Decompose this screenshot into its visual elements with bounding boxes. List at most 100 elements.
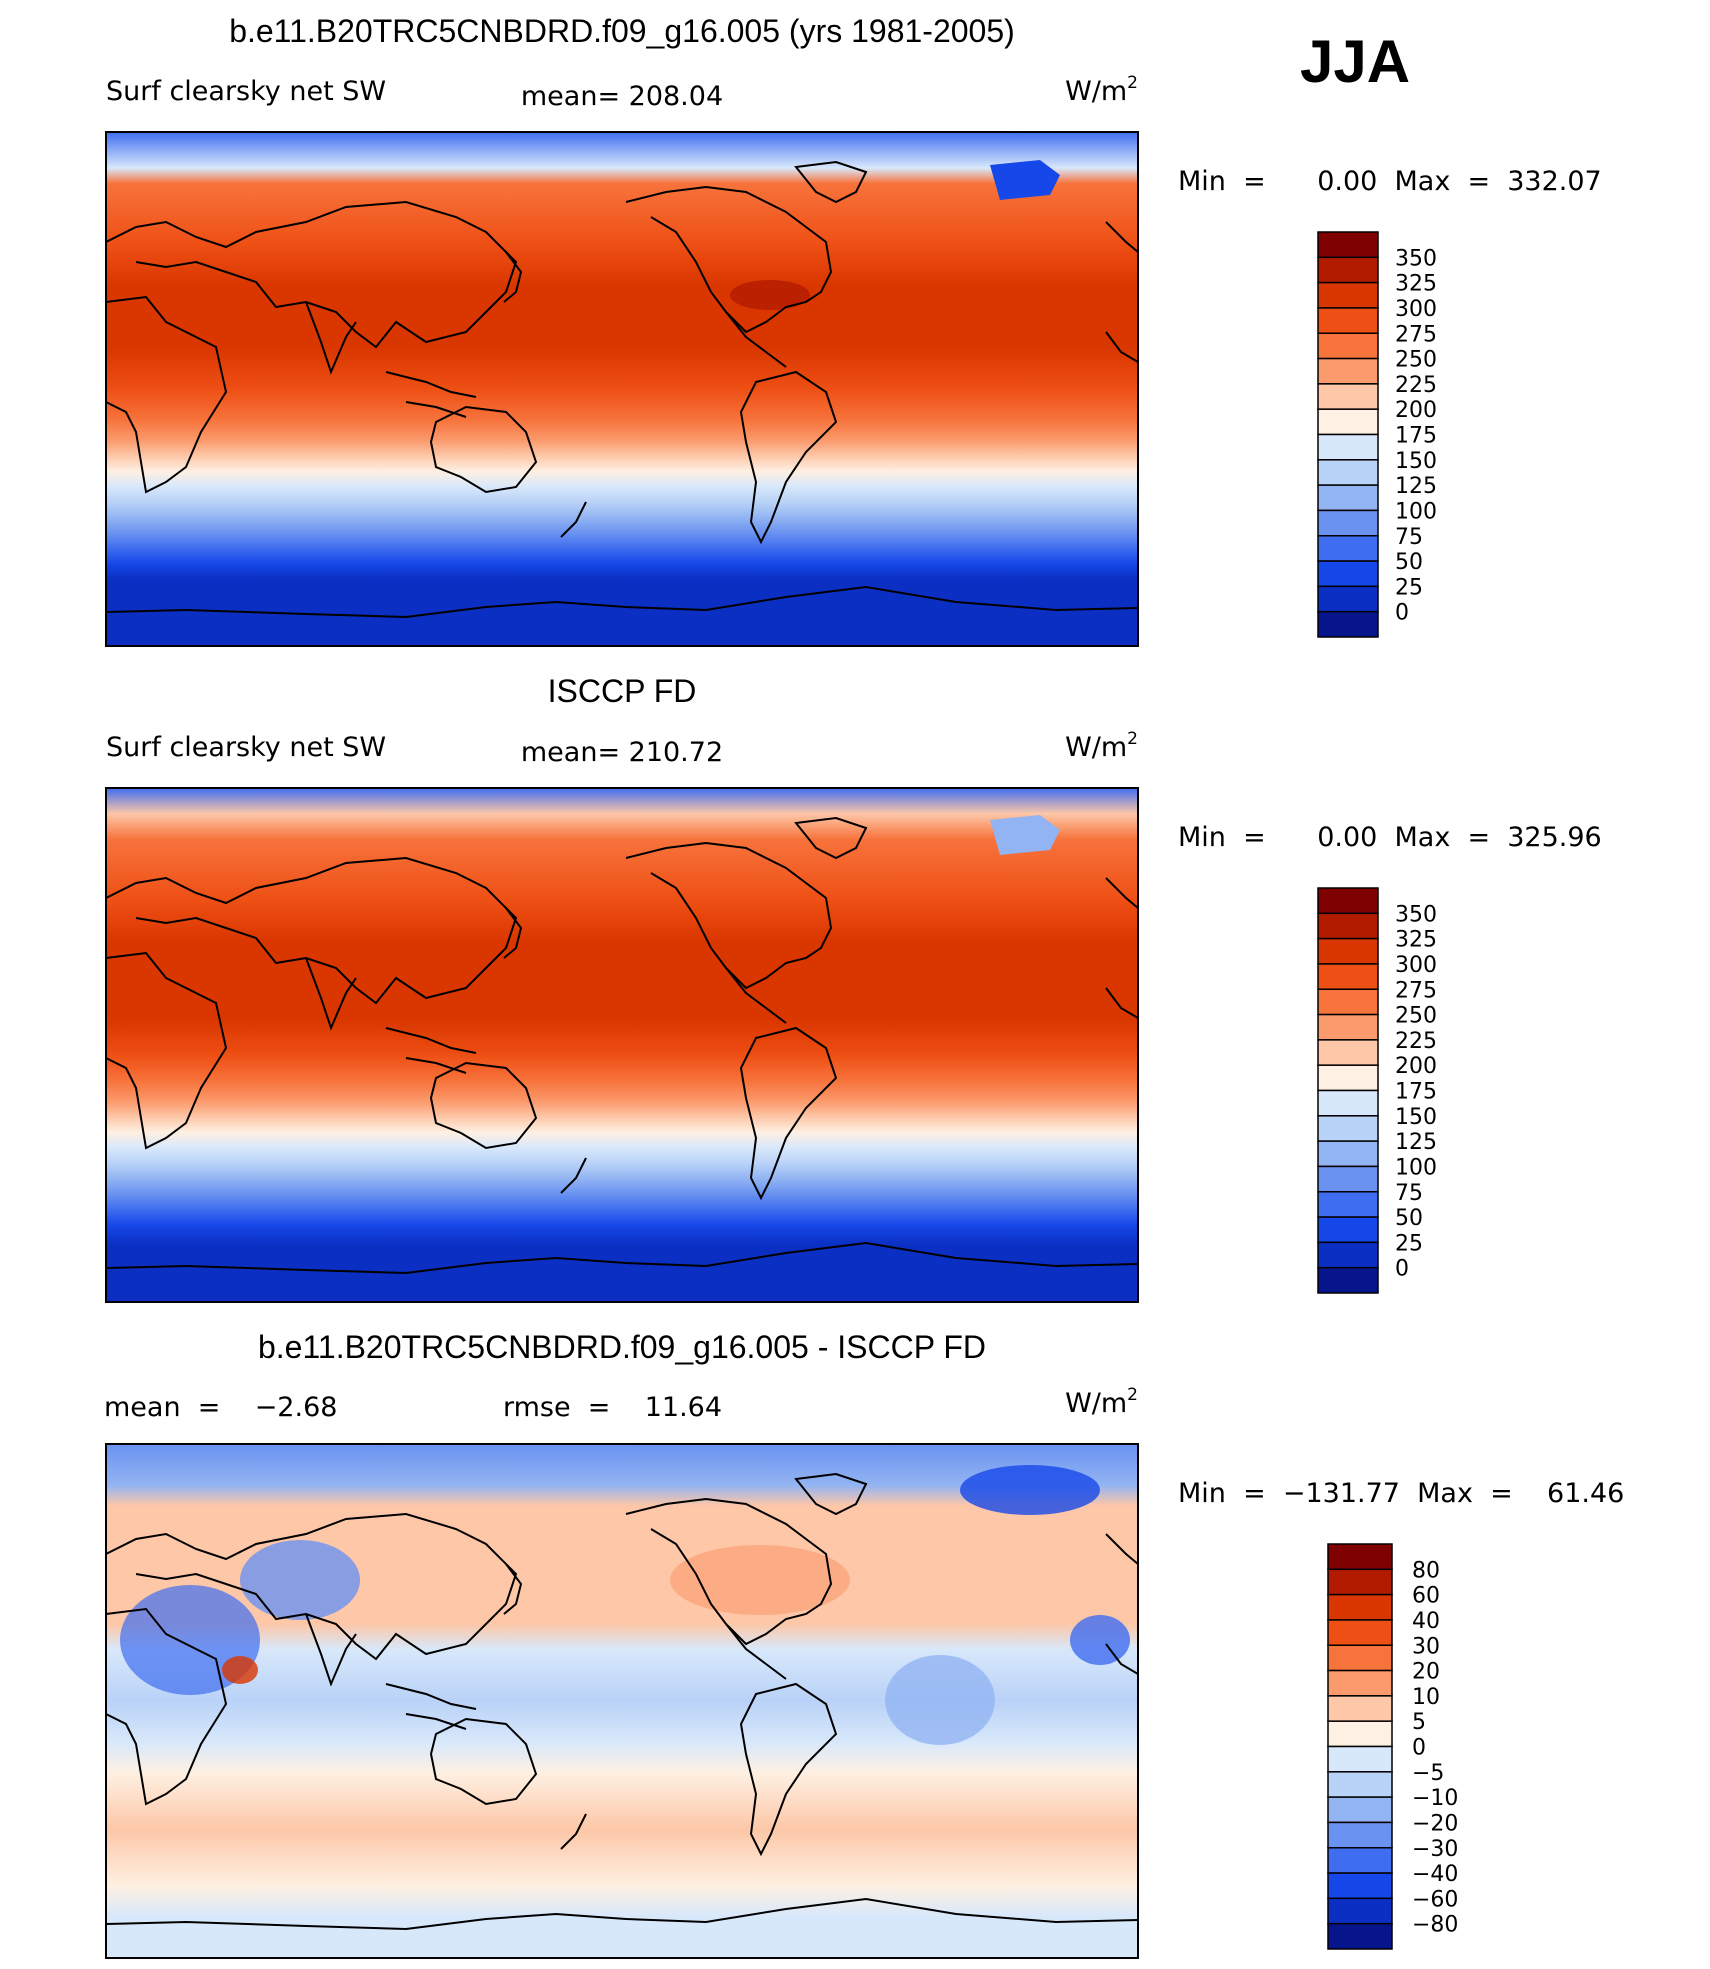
colorbar-tick-label: −30 (1412, 1837, 1458, 1862)
panel-1-minmax: Min = 0.00 Max = 332.07 (1178, 166, 1602, 197)
panel-3-minmax: Min = −131.77 Max = 61.46 (1178, 1478, 1624, 1509)
colorbar-swatch (1327, 1619, 1393, 1646)
colorbar-swatch (1327, 1669, 1393, 1697)
colorbar-tick-label: 10 (1412, 1685, 1440, 1710)
colorbar-tick-label: 125 (1395, 474, 1437, 499)
colorbar-swatch (1327, 1593, 1393, 1621)
colorbar-tick-label: 75 (1395, 525, 1423, 550)
colorbar-tick-label: 150 (1395, 449, 1437, 474)
colorbar-swatch (1327, 1745, 1393, 1773)
colorbar-swatch (1317, 307, 1379, 334)
panel-1-frame (105, 131, 1139, 647)
colorbar-tick-label: 0 (1395, 1257, 1409, 1282)
colorbar-swatch (1317, 887, 1379, 915)
panel-3-units: W/m2 (1065, 1385, 1138, 1419)
colorbar-swatch (1317, 1039, 1379, 1066)
colorbar-tick-label: 300 (1395, 297, 1437, 322)
colorbar-swatch (1327, 1771, 1393, 1798)
colorbar-swatch (1327, 1872, 1393, 1900)
colorbar-tick-label: −20 (1412, 1811, 1458, 1836)
colorbar-swatch (1317, 1165, 1379, 1193)
panel-1: b.e11.B20TRC5CNBDRD.f09_g16.005 (yrs 198… (105, 13, 1602, 647)
colorbar-swatch (1317, 560, 1379, 588)
colorbar-swatch (1327, 1897, 1393, 1925)
colorbar-tick-label: −80 (1412, 1913, 1458, 1938)
panel-1-mean: mean= 208.04 (521, 81, 723, 112)
colorbar-swatch (1327, 1847, 1393, 1874)
colorbar-swatch (1317, 610, 1379, 638)
colorbar-swatch (1317, 408, 1379, 436)
colorbar-tick-label: 200 (1395, 398, 1437, 423)
colorbar-tick-label: 350 (1395, 246, 1437, 271)
colorbar-swatch (1317, 459, 1379, 486)
panel-3-frame (105, 1443, 1139, 1959)
colorbar-tick-label: 225 (1395, 1029, 1437, 1054)
colorbar-tick-label: 100 (1395, 499, 1437, 524)
colorbar-tick-label: 300 (1395, 953, 1437, 978)
colorbar-swatch (1317, 357, 1379, 385)
colorbar-tick-label: 275 (1395, 978, 1437, 1003)
colorbar-swatch (1317, 937, 1379, 965)
panel-3-rmse: rmse = 11.64 (503, 1392, 722, 1423)
colorbar-tick-label: −40 (1412, 1862, 1458, 1887)
colorbar-swatch (1327, 1796, 1393, 1824)
panel-2-minmax: Min = 0.00 Max = 325.96 (1178, 822, 1602, 853)
panel-2-mean: mean= 210.72 (521, 737, 723, 768)
panel-3-mean: mean = −2.68 (104, 1392, 337, 1423)
season-label: JJA (1300, 28, 1410, 95)
colorbar-tick-label: 50 (1395, 550, 1423, 575)
colorbar-tick-label: 150 (1395, 1105, 1437, 1130)
colorbar-tick-label: 25 (1395, 575, 1423, 600)
panel-3-title: b.e11.B20TRC5CNBDRD.f09_g16.005 - ISCCP … (258, 1329, 986, 1365)
colorbar-tick-label: 275 (1395, 322, 1437, 347)
colorbar-tick-label: 250 (1395, 1004, 1437, 1029)
colorbar-tick-label: 30 (1412, 1634, 1440, 1659)
colorbar-swatch (1317, 1266, 1379, 1294)
colorbar-tick-label: 200 (1395, 1054, 1437, 1079)
colorbar-swatch (1317, 1064, 1379, 1092)
colorbar-tick-label: −5 (1412, 1761, 1444, 1786)
panel-2: ISCCP FD Surf clearsky net SW mean= 210.… (105, 673, 1602, 1303)
colorbar-tick-label: 125 (1395, 1130, 1437, 1155)
colorbar-swatch (1317, 912, 1379, 940)
colorbar-swatch (1327, 1568, 1393, 1596)
panel-2-field (106, 788, 1138, 1302)
colorbar-swatch (1317, 1140, 1379, 1168)
colorbar-swatch (1317, 963, 1379, 990)
colorbar-swatch (1327, 1922, 1393, 1950)
colorbar-swatch (1317, 535, 1379, 562)
colorbar-tick-label: 75 (1395, 1181, 1423, 1206)
colorbar-swatch (1317, 332, 1379, 360)
colorbar-tick-label: 0 (1395, 601, 1409, 626)
colorbar-tick-label: 5 (1412, 1710, 1426, 1735)
colorbar-swatch (1327, 1543, 1393, 1571)
colorbar-tick-label: 40 (1412, 1609, 1440, 1634)
colorbar-swatch (1317, 1216, 1379, 1244)
colorbar-tick-label: 175 (1395, 424, 1437, 449)
panel-2-title: ISCCP FD (548, 673, 697, 709)
colorbar-tick-label: 225 (1395, 373, 1437, 398)
colorbar-tick-label: 25 (1395, 1231, 1423, 1256)
colorbar-swatch (1327, 1720, 1393, 1748)
colorbar-tick-label: 175 (1395, 1080, 1437, 1105)
colorbar-tick-label: 0 (1412, 1736, 1426, 1761)
panel-1-title: b.e11.B20TRC5CNBDRD.f09_g16.005 (yrs 198… (229, 13, 1015, 49)
colorbar-tick-label: 350 (1395, 902, 1437, 927)
colorbar-tick-label: −60 (1412, 1887, 1458, 1912)
colorbar-swatch (1317, 281, 1379, 309)
colorbar-swatch (1317, 1115, 1379, 1142)
colorbar-swatch (1317, 1089, 1379, 1117)
colorbar-tick-label: 325 (1395, 928, 1437, 953)
colorbar-tick-label: 100 (1395, 1155, 1437, 1180)
panel-1-units: W/m2 (1065, 73, 1138, 107)
colorbar-swatch (1317, 585, 1379, 613)
colorbar-swatch (1317, 433, 1379, 461)
colorbar-swatch (1317, 383, 1379, 410)
colorbar-swatch (1317, 1013, 1379, 1041)
panel-2-frame (105, 787, 1139, 1303)
colorbar-swatch (1327, 1821, 1393, 1849)
